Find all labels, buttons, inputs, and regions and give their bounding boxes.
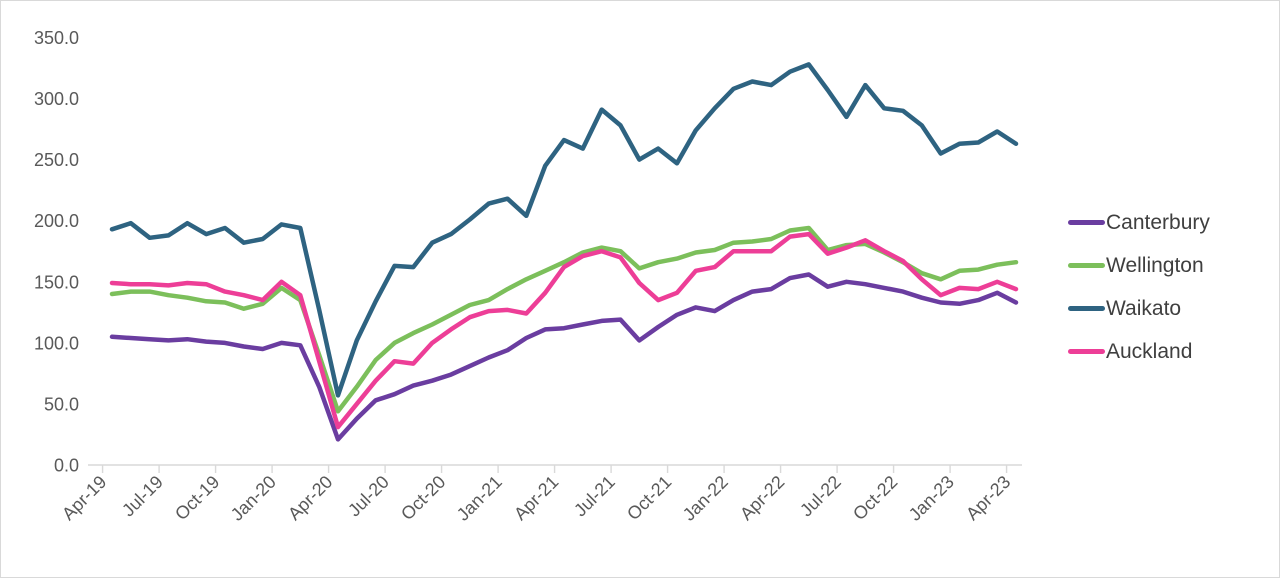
x-axis-tick-label: Apr-22 bbox=[736, 472, 788, 524]
legend-item-auckland[interactable]: Auckland bbox=[1068, 330, 1210, 373]
y-axis-tick-label: 0.0 bbox=[54, 456, 79, 476]
x-axis-tick-label: Apr-20 bbox=[284, 472, 336, 524]
y-axis-tick-label: 250.0 bbox=[34, 150, 79, 170]
legend-item-canterbury[interactable]: Canterbury bbox=[1068, 201, 1210, 244]
auckland-line-swatch bbox=[1068, 349, 1105, 354]
legend-label-auckland: Auckland bbox=[1106, 339, 1193, 363]
x-axis-tick-label: Jul-21 bbox=[570, 472, 619, 521]
y-axis-tick-label: 350.0 bbox=[34, 28, 79, 48]
canterbury-line-swatch bbox=[1068, 220, 1105, 225]
waikato-line bbox=[109, 62, 1019, 398]
canterbury-line bbox=[109, 272, 1019, 442]
x-axis-tick-label: Jan-23 bbox=[905, 472, 958, 525]
x-axis-tick-label: Oct-22 bbox=[849, 472, 901, 524]
x-axis-tick-label: Jul-22 bbox=[796, 472, 845, 521]
x-axis-tick-label: Jul-19 bbox=[118, 472, 167, 521]
y-axis-tick-label: 50.0 bbox=[44, 394, 79, 414]
x-axis-tick-label: Oct-21 bbox=[623, 472, 675, 524]
waikato-line-swatch bbox=[1068, 306, 1105, 311]
legend-item-waikato[interactable]: Waikato bbox=[1068, 287, 1210, 330]
x-axis-tick-label: Jan-20 bbox=[227, 472, 280, 525]
y-axis-tick-label: 150.0 bbox=[34, 272, 79, 292]
x-axis-tick-label: Apr-19 bbox=[58, 472, 110, 524]
x-axis-tick-label: Oct-19 bbox=[171, 472, 223, 524]
legend-label-wellington: Wellington bbox=[1106, 253, 1204, 277]
legend: Canterbury Wellington Waikato Auckland bbox=[1068, 201, 1210, 373]
auckland-line bbox=[109, 231, 1019, 430]
legend-label-canterbury: Canterbury bbox=[1106, 210, 1210, 234]
legend-item-wellington[interactable]: Wellington bbox=[1068, 244, 1210, 287]
y-axis-tick-label: 300.0 bbox=[34, 89, 79, 109]
legend-label-waikato: Waikato bbox=[1106, 296, 1182, 320]
x-axis-tick-label: Oct-20 bbox=[397, 472, 449, 524]
wellington-line-swatch bbox=[1068, 263, 1105, 268]
x-axis-tick-label: Apr-21 bbox=[510, 472, 562, 524]
x-axis-tick-label: Jul-20 bbox=[344, 472, 393, 521]
y-axis-tick-label: 200.0 bbox=[34, 211, 79, 231]
y-axis-tick-label: 100.0 bbox=[34, 333, 79, 353]
x-axis-tick-label: Jan-21 bbox=[453, 472, 506, 525]
wellington-line bbox=[109, 225, 1019, 414]
x-axis-tick-label: Jan-22 bbox=[679, 472, 732, 525]
x-axis-tick-label: Apr-23 bbox=[962, 472, 1014, 524]
